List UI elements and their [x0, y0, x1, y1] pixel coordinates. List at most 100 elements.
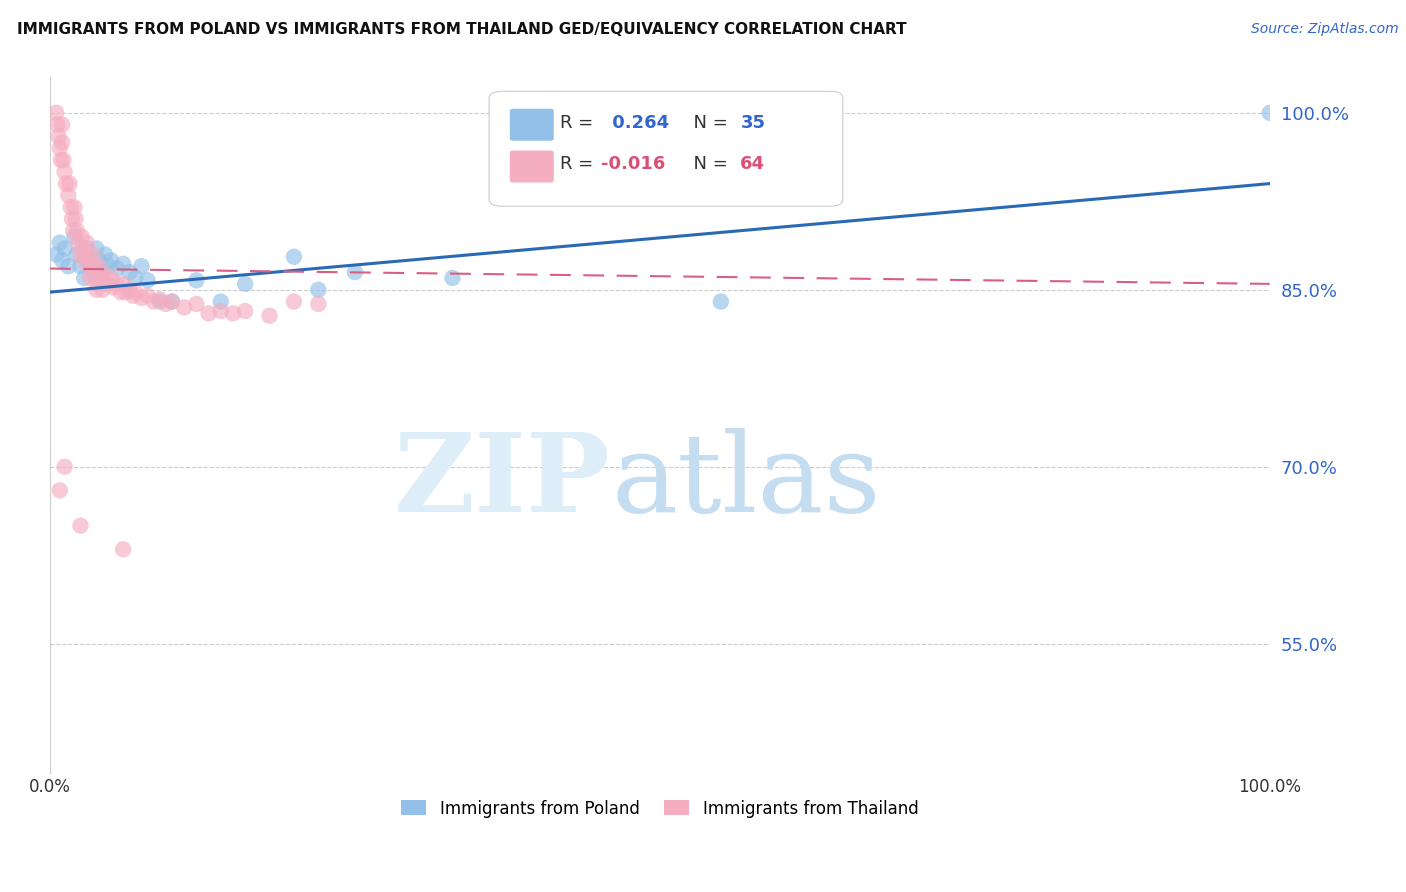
Point — [283, 250, 305, 264]
Point — [72, 242, 94, 256]
Text: -0.016: -0.016 — [602, 155, 665, 173]
Point — [49, 153, 72, 167]
Point — [59, 200, 82, 214]
Point — [70, 229, 93, 244]
FancyBboxPatch shape — [489, 91, 842, 206]
Point — [343, 265, 366, 279]
Point — [105, 277, 128, 291]
Point — [155, 297, 177, 311]
Point — [97, 259, 120, 273]
Point — [51, 253, 73, 268]
Point — [66, 224, 89, 238]
Point — [209, 294, 232, 309]
Point — [55, 177, 77, 191]
Point — [82, 247, 104, 261]
Text: N =: N = — [682, 155, 734, 173]
Point — [149, 292, 172, 306]
Point — [91, 283, 114, 297]
Point — [710, 294, 733, 309]
Point — [307, 297, 329, 311]
Point — [63, 200, 86, 214]
Point — [186, 297, 208, 311]
Point — [259, 309, 281, 323]
Point — [84, 271, 107, 285]
Point — [112, 277, 135, 291]
Point — [53, 459, 76, 474]
Point — [60, 212, 83, 227]
Point — [73, 253, 96, 268]
Point — [76, 247, 98, 261]
Legend: Immigrants from Poland, Immigrants from Thailand: Immigrants from Poland, Immigrants from … — [395, 793, 925, 824]
Point — [131, 259, 153, 273]
Point — [45, 105, 67, 120]
Point — [209, 304, 232, 318]
Point — [90, 271, 112, 285]
Point — [69, 518, 91, 533]
Point — [77, 259, 100, 273]
Point — [233, 277, 256, 291]
Text: 64: 64 — [741, 155, 765, 173]
Point — [67, 235, 90, 250]
Point — [307, 283, 329, 297]
Point — [103, 280, 125, 294]
Point — [86, 242, 108, 256]
Point — [131, 291, 153, 305]
Point — [90, 265, 112, 279]
Point — [122, 288, 145, 302]
Point — [441, 271, 464, 285]
Point — [58, 188, 80, 202]
Point — [124, 271, 146, 285]
Point — [283, 294, 305, 309]
Point — [149, 294, 172, 309]
Point — [118, 265, 141, 279]
FancyBboxPatch shape — [510, 151, 554, 183]
Point — [58, 259, 80, 273]
Point — [51, 118, 73, 132]
Point — [114, 285, 136, 300]
Text: Source: ZipAtlas.com: Source: ZipAtlas.com — [1251, 22, 1399, 37]
Point — [69, 247, 91, 261]
Point — [49, 235, 72, 250]
Text: N =: N = — [682, 113, 734, 132]
Point — [76, 235, 98, 250]
Point — [112, 257, 135, 271]
Point — [142, 294, 165, 309]
Point — [160, 294, 183, 309]
Point — [94, 268, 117, 283]
Point — [87, 259, 110, 273]
Text: R =: R = — [560, 113, 599, 132]
Point — [110, 285, 132, 300]
Point — [73, 271, 96, 285]
Point — [100, 271, 122, 285]
Point — [118, 283, 141, 297]
Point — [48, 129, 70, 144]
FancyBboxPatch shape — [510, 109, 554, 141]
Point — [222, 306, 245, 320]
Text: 0.264: 0.264 — [606, 113, 669, 132]
Point — [69, 259, 91, 273]
Point — [96, 277, 118, 291]
Point — [136, 288, 159, 302]
Point — [77, 253, 100, 268]
Point — [62, 224, 84, 238]
Point — [197, 306, 219, 320]
Point — [83, 259, 105, 273]
Text: R =: R = — [560, 155, 599, 173]
Point — [58, 177, 80, 191]
Point — [100, 253, 122, 268]
Point — [160, 294, 183, 309]
Point — [49, 141, 72, 155]
Point — [82, 265, 104, 279]
Point — [94, 247, 117, 261]
Point — [173, 301, 195, 315]
Point — [1258, 105, 1281, 120]
Point — [112, 542, 135, 557]
Point — [65, 212, 87, 227]
Point — [105, 261, 128, 276]
Point — [186, 273, 208, 287]
Point — [87, 253, 110, 268]
Point — [53, 242, 76, 256]
Point — [51, 136, 73, 150]
Point — [136, 273, 159, 287]
Point — [63, 229, 86, 244]
